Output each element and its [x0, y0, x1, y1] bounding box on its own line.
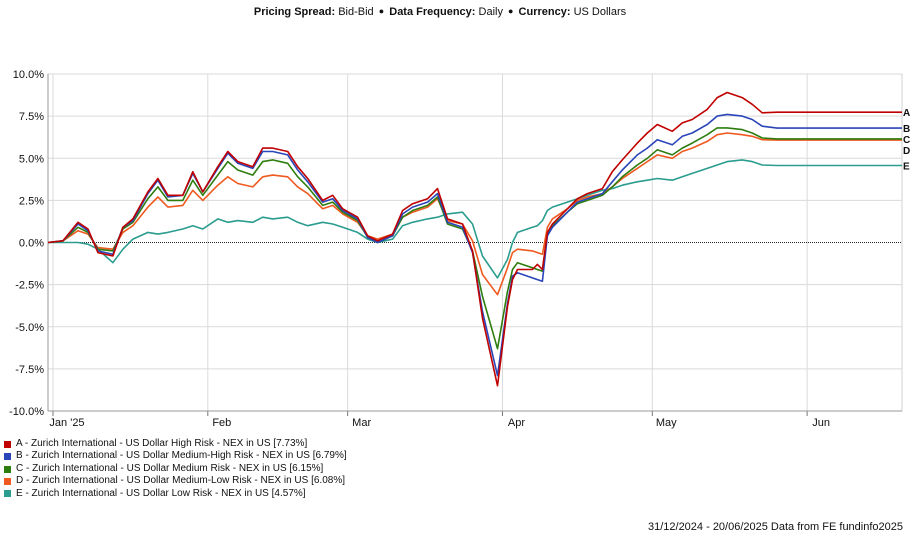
legend-item-a: A - Zurich International - US Dollar Hig… [4, 438, 347, 450]
legend-label: D - Zurich International - US Dollar Med… [16, 475, 345, 487]
spread-label: Pricing Spread: [253, 6, 336, 18]
legend-label: A - Zurich International - US Dollar Hig… [16, 438, 308, 449]
series-end-label-a: A [903, 108, 910, 119]
x-tick-label: Mar [352, 417, 371, 429]
series-end-label-d: D [903, 146, 910, 157]
chart-header: Pricing Spread: Bid-Bid ● Data Frequency… [0, 6, 880, 18]
legend-swatch [4, 440, 11, 448]
separator-dot-2: ● [508, 6, 514, 16]
series-line-d [47, 132, 902, 296]
y-tick-label: -7.5% [15, 364, 44, 376]
legend-item-e: E - Zurich International - US Dollar Low… [4, 488, 347, 500]
legend-swatch [4, 477, 11, 485]
y-tick-label: 7.5% [19, 111, 44, 123]
y-tick-label: -5.0% [15, 322, 44, 334]
x-tick-label: Jan '25 [49, 417, 84, 429]
footer-source: 31/12/2024 - 20/06/2025 Data from FE fun… [647, 521, 903, 533]
y-tick-label: -10.0% [9, 406, 44, 418]
y-tick-label: 10.0% [13, 69, 44, 81]
series-line-a [47, 91, 902, 387]
frequency-label: Data Frequency: [389, 6, 476, 18]
legend-label: E - Zurich International - US Dollar Low… [16, 487, 306, 499]
x-tick-label: Jun [812, 417, 830, 429]
separator-dot-1: ● [378, 6, 385, 16]
chart-legend: A - Zurich International - US Dollar Hig… [4, 438, 347, 500]
legend-swatch [4, 453, 11, 461]
legend-label: B - Zurich International - US Dollar Med… [16, 450, 347, 462]
legend-swatch [4, 465, 11, 473]
legend-label: C - Zurich International - US Dollar Med… [16, 462, 324, 474]
legend-item-d: D - Zurich International - US Dollar Med… [4, 475, 347, 487]
spread-value: Bid-Bid [338, 6, 374, 18]
y-tick-label: 0.0% [19, 238, 44, 250]
series-end-label-b: B [903, 124, 910, 135]
legend-item-b: B - Zurich International - US Dollar Med… [4, 450, 347, 462]
legend-swatch [4, 490, 11, 498]
y-tick-label: -2.5% [15, 280, 44, 292]
x-tick-label: Feb [212, 417, 231, 429]
series-line-c [47, 127, 902, 350]
y-tick-label: 5.0% [19, 153, 44, 165]
currency-label: Currency: [518, 6, 571, 18]
legend-item-c: C - Zurich International - US Dollar Med… [4, 463, 347, 475]
series-end-label-e: E [903, 161, 910, 172]
series-line-e [48, 159, 902, 279]
series-end-label-c: C [903, 135, 910, 146]
x-tick-label: Apr [508, 417, 525, 429]
y-tick-label: 2.5% [19, 195, 44, 207]
line-chart: 10.0% 7.5% 5.0% 2.5% 0.0% -2.5% -5.0% -7.5% -10.… [9, 69, 910, 429]
x-tick-label: May [656, 417, 677, 429]
currency-value: US Dollars [573, 6, 627, 18]
frequency-value: Daily [478, 6, 503, 18]
